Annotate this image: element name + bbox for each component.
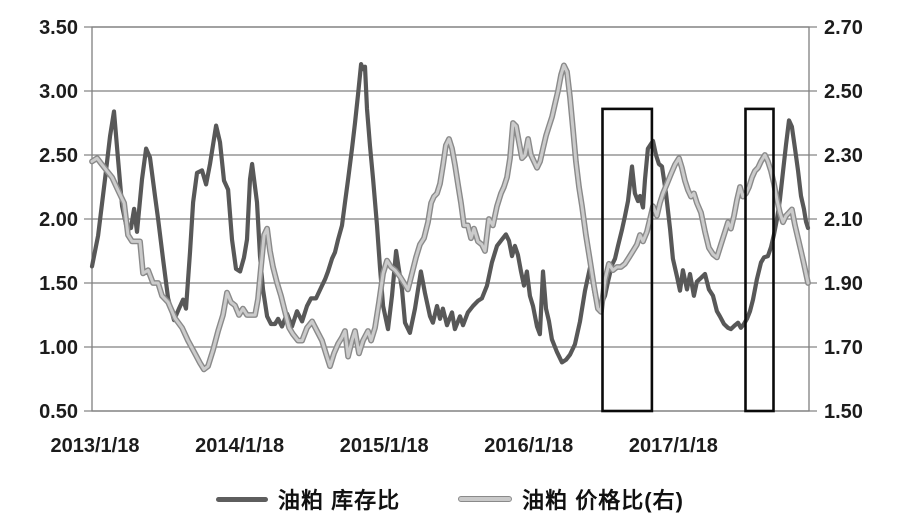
left-axis-label: 2.00: [39, 209, 78, 231]
left-axis-label: 1.00: [39, 337, 78, 359]
x-axis-label: 2013/1/18: [51, 435, 140, 457]
legend-item-price-ratio: 油粕 价格比(右): [458, 483, 684, 515]
plot-border: [91, 26, 810, 412]
x-axis-label: 2016/1/18: [484, 435, 573, 457]
left-axis-label: 3.00: [39, 81, 78, 103]
x-axis-label: 2014/1/18: [195, 435, 284, 457]
left-axis-label: 0.50: [39, 401, 78, 423]
right-axis-label: 2.50: [824, 81, 863, 103]
price-ratio-line-sample: [458, 496, 513, 502]
right-axis-label: 1.90: [824, 273, 863, 295]
legend-label-inventory-ratio: 油粕 库存比: [278, 488, 401, 513]
left-axis-label: 2.50: [39, 145, 78, 167]
inventory-ratio-line-sample: [216, 496, 269, 502]
x-axis-label: 2017/1/18: [629, 435, 718, 457]
left-axis-label: 1.50: [39, 273, 78, 295]
left-axis-label: 3.50: [39, 17, 78, 39]
x-axis-label: 2015/1/18: [340, 435, 429, 457]
inventory-ratio-line: [89, 61, 811, 365]
right-axis-label: 2.30: [824, 145, 863, 167]
right-axis-label: 2.10: [824, 209, 863, 231]
highlight-box-1: [601, 107, 654, 413]
right-axis-label: 2.70: [824, 17, 863, 39]
right-axis-label: 1.70: [824, 337, 863, 359]
chart-legend: 油粕 库存比 油粕 价格比(右): [0, 483, 900, 515]
right-axis-label: 1.50: [824, 401, 863, 423]
legend-label-price-ratio: 油粕 价格比(右): [522, 488, 684, 513]
price-ratio-line: [90, 63, 810, 371]
legend-item-inventory-ratio: 油粕 库存比: [216, 483, 400, 515]
highlight-box-2: [744, 107, 775, 413]
